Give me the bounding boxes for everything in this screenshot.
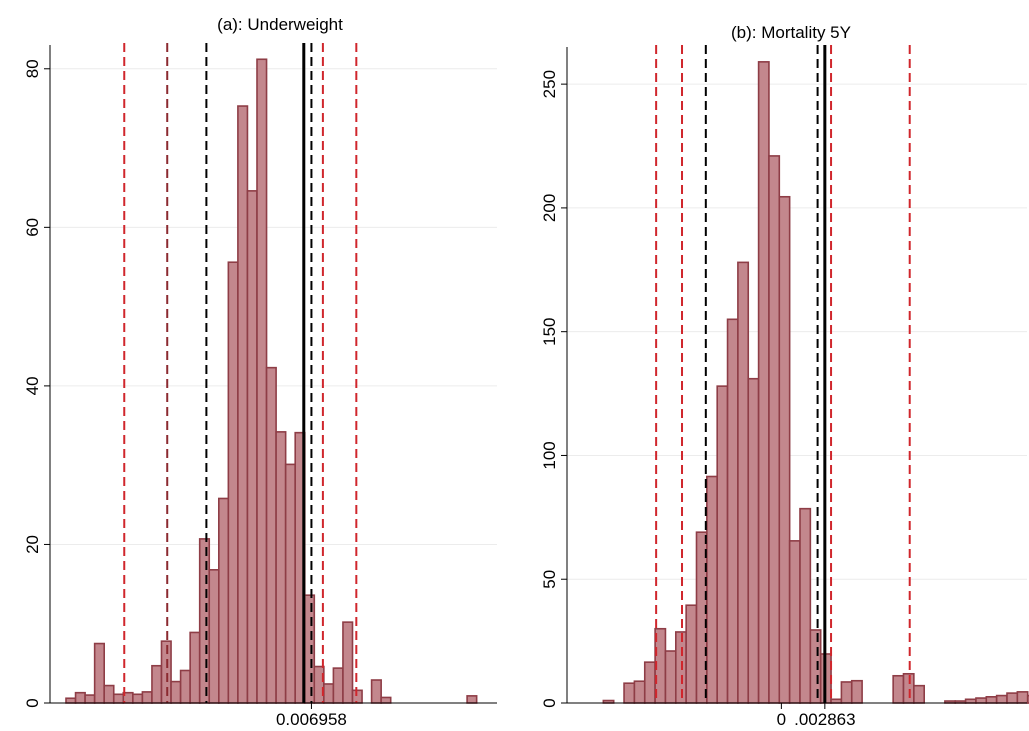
chart-title-b: (b): Mortality 5Y bbox=[731, 23, 851, 42]
y-tick-label-b-0: 0 bbox=[540, 698, 559, 707]
y-tick-label-b-250: 250 bbox=[540, 70, 559, 98]
histogram-bar-a-15 bbox=[208, 569, 220, 704]
histogram-bar-a-25 bbox=[303, 594, 316, 704]
y-tick-label-a-60: 60 bbox=[23, 218, 42, 237]
histogram-bar-b-35 bbox=[1026, 694, 1029, 704]
axes-a: 0 20 40 60 80 0.006958 bbox=[23, 45, 497, 729]
reference-lines-b bbox=[655, 45, 911, 703]
histogram-bar-a-12 bbox=[179, 669, 191, 704]
histogram-bar-b-12 bbox=[737, 261, 750, 704]
histogram-bar-a-23 bbox=[284, 463, 296, 704]
histogram-bar-b-11 bbox=[726, 318, 739, 704]
panel-mortality-5y: (b): Mortality 5Y 0 50 100 150 200 250 0 .00286… bbox=[540, 23, 1029, 729]
histogram-bar-b-32 bbox=[995, 694, 1008, 704]
histogram-bar-b-23 bbox=[850, 679, 863, 704]
y-tick-label-b-200: 200 bbox=[540, 194, 559, 222]
histogram-bar-a-32 bbox=[380, 696, 392, 704]
histogram-bar-a-29 bbox=[342, 621, 354, 704]
y-tick-label-a-80: 80 bbox=[23, 59, 42, 78]
histogram-bar-a-13 bbox=[189, 631, 201, 704]
x-tick-label-a-0: 0.006958 bbox=[276, 710, 347, 729]
grid-lines-b bbox=[567, 83, 1027, 580]
histogram-bar-a-16 bbox=[218, 497, 230, 704]
y-tick-label-a-20: 20 bbox=[23, 535, 42, 554]
chart-title-a: (a): Underweight bbox=[217, 15, 343, 34]
histogram-bar-b-1 bbox=[623, 682, 636, 704]
histogram-bar-a-0 bbox=[65, 697, 77, 704]
y-tick-label-a-40: 40 bbox=[23, 376, 42, 395]
histogram-bar-a-18 bbox=[237, 105, 249, 704]
histogram-bar-b-25 bbox=[902, 672, 915, 704]
histogram-bar-a-26 bbox=[313, 665, 325, 704]
histogram-bar-a-2 bbox=[84, 694, 96, 704]
histogram-bar-a-5 bbox=[112, 693, 125, 704]
panel-underweight: (a): Underweight 0 20 40 60 80 0.006958 bbox=[23, 15, 497, 729]
histogram-bar-b-30 bbox=[975, 697, 988, 704]
histogram-bar-b-34 bbox=[1016, 691, 1029, 704]
y-tick-label-b-100: 100 bbox=[540, 441, 559, 469]
bars-b bbox=[602, 61, 1029, 704]
axes-b: 0 50 100 150 200 250 0 .002863 bbox=[540, 47, 1027, 729]
histogram-bar-a-11 bbox=[170, 680, 182, 704]
x-tick-label-b-0: 0 bbox=[777, 710, 786, 729]
histogram-bar-b-15 bbox=[768, 155, 781, 704]
y-tick-label-b-150: 150 bbox=[540, 317, 559, 345]
histogram-bar-a-4 bbox=[103, 684, 115, 704]
y-tick-label-b-50: 50 bbox=[540, 570, 559, 589]
histogram-bar-a-21 bbox=[265, 366, 277, 704]
x-tick-label-b-1: .002863 bbox=[794, 710, 855, 729]
histogram-bar-a-1 bbox=[74, 691, 86, 704]
histogram-bar-b-26 bbox=[913, 684, 925, 704]
histogram-bar-a-7 bbox=[132, 693, 144, 704]
histogram-bar-b-9 bbox=[706, 475, 718, 704]
histogram-bar-b-3 bbox=[643, 661, 656, 704]
histogram-bar-a-19 bbox=[246, 190, 258, 704]
histogram-bar-b-24 bbox=[892, 674, 905, 704]
histogram-bar-b-13 bbox=[747, 377, 760, 704]
histogram-bar-a-31 bbox=[370, 679, 382, 704]
histogram-bar-a-22 bbox=[275, 431, 287, 704]
histogram-bar-b-5 bbox=[664, 650, 677, 704]
histogram-bar-b-2 bbox=[633, 680, 646, 704]
histogram-bar-b-7 bbox=[685, 604, 698, 704]
histogram-bar-b-18 bbox=[799, 507, 812, 704]
histogram-bar-b-22 bbox=[840, 681, 853, 704]
reference-lines-a bbox=[123, 43, 358, 703]
bars-a bbox=[65, 58, 478, 704]
histogram-bar-b-14 bbox=[757, 61, 770, 704]
y-tick-label-a-0: 0 bbox=[23, 698, 42, 707]
histogram-bar-b-29 bbox=[964, 698, 977, 704]
histogram-bar-a-20 bbox=[256, 58, 268, 704]
histogram-bar-a-28 bbox=[332, 667, 344, 704]
histogram-bar-a-33 bbox=[466, 695, 478, 704]
histogram-bar-a-14 bbox=[198, 538, 211, 704]
histogram-bar-a-3 bbox=[93, 642, 106, 704]
histogram-bar-b-10 bbox=[716, 385, 729, 704]
histogram-bar-b-19 bbox=[809, 629, 822, 704]
histogram-bar-a-8 bbox=[141, 691, 153, 704]
histogram-bar-b-17 bbox=[788, 540, 801, 704]
histogram-bar-b-16 bbox=[778, 195, 791, 704]
histogram-bar-b-33 bbox=[1006, 692, 1019, 704]
histogram-bar-a-9 bbox=[151, 664, 163, 704]
histogram-bar-b-21 bbox=[830, 698, 843, 704]
histogram-bar-b-6 bbox=[674, 631, 687, 704]
histogram-bar-a-17 bbox=[227, 261, 239, 704]
histogram-bar-b-31 bbox=[985, 696, 998, 704]
histogram-bar-a-27 bbox=[323, 683, 335, 704]
